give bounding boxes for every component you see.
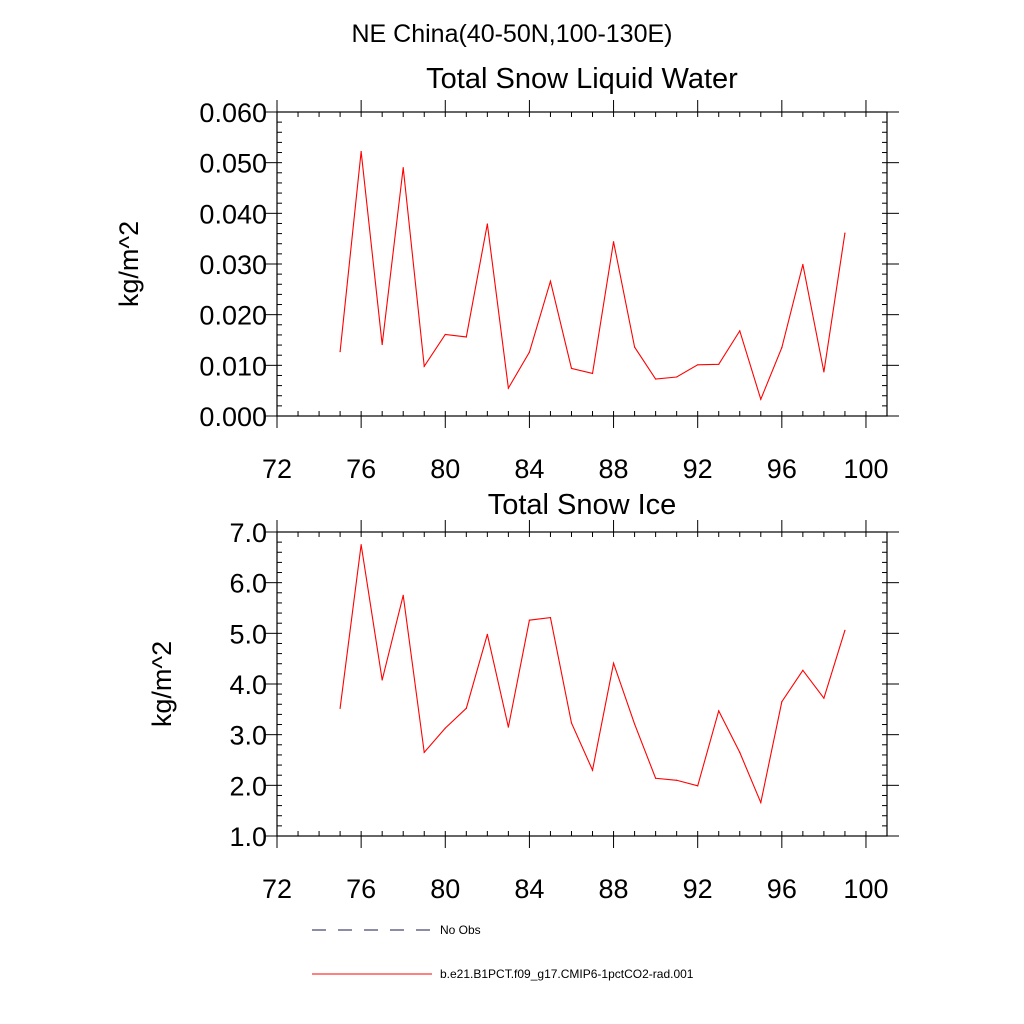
- snow-ice-data-point: [781, 701, 783, 703]
- snow-ice-data-point: [549, 617, 552, 619]
- liquid-water-data-point: [823, 371, 825, 373]
- liquid-water-data-point: [528, 351, 531, 353]
- snow-ice-x-tick-label: 72: [262, 874, 292, 904]
- snow-ice-y-tick-label: 2.0: [229, 771, 267, 801]
- liquid-water-y-tick-label: 0.050: [199, 149, 267, 179]
- liquid-water-y-tick-label: 0.060: [199, 98, 267, 128]
- snow-ice-chart-title: Total Snow Ice: [488, 489, 677, 521]
- liquid-water-data-point: [697, 364, 699, 366]
- liquid-water-data-point: [423, 365, 425, 367]
- snow-ice-x-tick-label: 76: [346, 874, 376, 904]
- snow-ice-data-point: [507, 726, 509, 728]
- liquid-water-data-point: [381, 343, 383, 346]
- snow-ice-data-point: [381, 679, 383, 681]
- snow-ice-y-tick-label: 1.0: [229, 822, 267, 852]
- snow-ice-data-point: [697, 785, 699, 787]
- snow-ice-data-point: [528, 619, 531, 621]
- liquid-water-data-point: [802, 263, 804, 266]
- snow-ice-plot-frame: [276, 531, 888, 837]
- snow-ice-y-tick-label: 4.0: [229, 670, 267, 700]
- snow-ice-data-point: [360, 544, 362, 546]
- liquid-water-data-point: [402, 167, 404, 169]
- snow-ice-x-tick-label: 96: [767, 874, 797, 904]
- snow-ice-data-point: [633, 723, 636, 725]
- chart-snow-ice: Total Snow Ice kg/m^2 1.0 2.0 3.0 4.0 5.0 6.0 7.…: [147, 489, 899, 904]
- snow-ice-y-tick-label: 7.0: [229, 518, 267, 548]
- snow-ice-data-point: [760, 801, 762, 804]
- liquid-water-data-point: [781, 347, 783, 349]
- liquid-water-data-point: [718, 363, 720, 365]
- snow-ice-data-point: [718, 710, 720, 712]
- liquid-water-y-tick-label: 0.030: [199, 250, 267, 280]
- liquid-water-data-point: [633, 346, 636, 348]
- liquid-water-y-axis-label: kg/m^2: [114, 221, 144, 307]
- snow-ice-data-point: [570, 722, 573, 724]
- snow-ice-data-point: [612, 662, 615, 664]
- liquid-water-y-tick-label: 0.010: [199, 351, 267, 381]
- snow-ice-series-line: [339, 544, 846, 805]
- snow-ice-data-point: [402, 594, 404, 596]
- snow-ice-x-tick-label: 92: [683, 874, 713, 904]
- liquid-water-y-tick-label: 0.040: [199, 199, 267, 229]
- legend-label-no-obs: No Obs: [440, 923, 481, 937]
- snow-ice-data-point: [486, 633, 488, 635]
- snow-ice-y-axis-label: kg/m^2: [147, 641, 177, 727]
- liquid-water-data-point: [486, 223, 488, 225]
- liquid-water-x-tick-label: 72: [262, 454, 292, 484]
- liquid-water-series-line: [339, 151, 846, 401]
- snow-ice-y-tick-label: 6.0: [229, 569, 267, 599]
- snow-ice-data-point: [423, 751, 425, 754]
- snow-ice-data-point: [465, 707, 467, 709]
- liquid-water-x-tick-label: 80: [430, 454, 460, 484]
- snow-ice-x-tick-label: 84: [514, 874, 544, 904]
- liquid-water-y-tick-label: 0.020: [199, 301, 267, 331]
- snow-ice-data-point: [823, 697, 825, 699]
- snow-ice-y-tick-label: 3.0: [229, 721, 267, 751]
- liquid-water-data-point: [549, 280, 552, 282]
- liquid-water-x-tick-label: 100: [843, 454, 888, 484]
- chart-snow-liquid-water: Total Snow Liquid Water kg/m^2 0.000 0.010 0…: [114, 63, 899, 484]
- liquid-water-data-point: [612, 241, 615, 243]
- snow-ice-data-point: [676, 779, 678, 781]
- liquid-water-data-point: [676, 376, 678, 378]
- page-title: NE China(40-50N,100-130E): [351, 20, 672, 48]
- snow-ice-data-point: [655, 777, 657, 779]
- liquid-water-x-tick-label: 96: [767, 454, 797, 484]
- liquid-water-data-point: [570, 367, 573, 369]
- liquid-water-data-point: [739, 330, 741, 332]
- liquid-water-x-tick-label: 88: [599, 454, 629, 484]
- snow-ice-data-point: [802, 669, 804, 671]
- snow-ice-x-tick-label: 100: [843, 874, 888, 904]
- snow-ice-data-point: [444, 727, 446, 729]
- liquid-water-x-tick-label: 92: [683, 454, 713, 484]
- liquid-water-data-point: [844, 232, 846, 234]
- snow-ice-data-point: [591, 769, 594, 771]
- liquid-water-y-tick-label: 0.000: [199, 402, 267, 432]
- liquid-water-data-point: [465, 336, 467, 338]
- liquid-water-x-tick-label: 76: [346, 454, 376, 484]
- snow-ice-x-tick-label: 80: [430, 874, 460, 904]
- snow-ice-y-tick-label: 5.0: [229, 619, 267, 649]
- liquid-water-data-point: [591, 372, 594, 375]
- liquid-water-data-point: [655, 378, 657, 380]
- liquid-water-data-point: [444, 333, 446, 336]
- liquid-water-data-point: [360, 150, 362, 153]
- liquid-water-data-point: [339, 351, 341, 353]
- legend-label-model-run: b.e21.B1PCT.f09_g17.CMIP6-1pctCO2-rad.00…: [440, 967, 694, 981]
- snow-ice-x-tick-label: 88: [599, 874, 629, 904]
- legend: No Obs b.e21.B1PCT.f09_g17.CMIP6-1pctCO2…: [312, 923, 694, 981]
- liquid-water-x-tick-label: 84: [514, 454, 544, 484]
- snow-ice-data-point: [739, 751, 741, 754]
- liquid-water-data-point: [507, 387, 509, 389]
- snow-ice-data-point: [844, 629, 846, 631]
- liquid-water-chart-title: Total Snow Liquid Water: [426, 63, 738, 95]
- liquid-water-data-point: [760, 398, 762, 400]
- snow-ice-data-point: [339, 707, 341, 709]
